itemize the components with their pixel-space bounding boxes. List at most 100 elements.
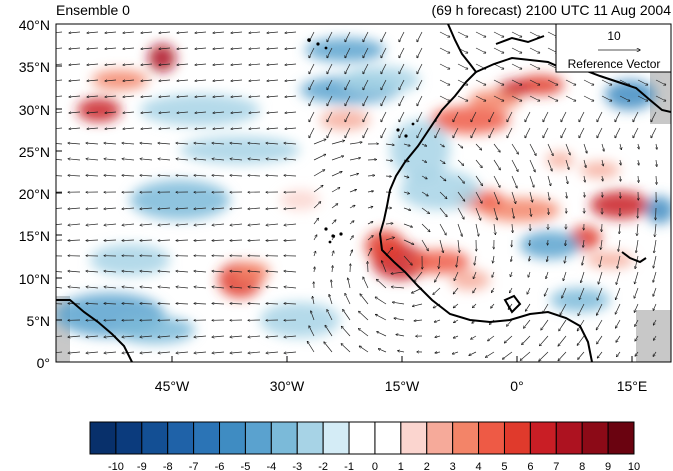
wind-vector — [285, 48, 297, 49]
wind-vector — [231, 32, 243, 33]
wind-vector — [105, 32, 117, 33]
colorbar-box — [219, 421, 246, 455]
wind-vector — [331, 204, 338, 209]
anomaly-shading — [56, 38, 671, 344]
wind-vector — [399, 111, 405, 122]
wind-vector — [489, 111, 495, 122]
anomaly-patch — [90, 244, 170, 276]
wind-vector — [493, 95, 504, 101]
wind-vector — [453, 335, 459, 338]
wind-vector — [86, 159, 99, 160]
lon-label: 45°W — [155, 378, 190, 394]
wind-vector — [511, 79, 522, 85]
colorbar-box — [115, 421, 143, 455]
wind-vector — [433, 287, 441, 295]
wind-vector — [582, 255, 585, 265]
wind-vector — [530, 207, 531, 216]
wind-vector — [457, 191, 465, 201]
lon-label: 15°W — [385, 378, 420, 394]
wind-vector — [104, 208, 117, 209]
wind-vector — [195, 96, 207, 97]
wind-vector — [378, 349, 387, 353]
wind-vector — [159, 80, 171, 81]
wind-vector — [493, 47, 504, 53]
wind-vector — [527, 287, 531, 294]
lat-label: 5°N — [27, 313, 51, 329]
wind-vector — [140, 240, 153, 241]
wind-vector — [267, 112, 279, 113]
anomaly-patch — [400, 170, 480, 210]
wind-vector — [177, 128, 189, 129]
colorbar-label: 1 — [398, 461, 404, 471]
wind-vector — [596, 319, 603, 330]
colorbar-label: -8 — [163, 461, 173, 471]
wind-vector — [385, 144, 394, 145]
wind-vector — [123, 48, 135, 49]
wind-vector — [367, 222, 373, 225]
colorbar-label: -1 — [344, 461, 354, 471]
colorbar-box — [374, 421, 402, 455]
colorbar-label: 3 — [450, 461, 456, 471]
lon-label: 0° — [510, 378, 523, 394]
colorbar-box — [167, 421, 195, 455]
wind-vector — [195, 32, 207, 33]
wind-vector — [56, 271, 63, 273]
wind-vector — [600, 255, 603, 267]
wind-vector — [403, 223, 412, 227]
wind-vector — [636, 239, 639, 253]
wind-vector — [266, 208, 279, 209]
wind-vector — [392, 302, 405, 305]
wind-vector — [230, 240, 243, 241]
wind-vector — [285, 112, 297, 113]
wind-vector — [122, 271, 135, 272]
wind-vector — [105, 112, 117, 113]
wind-vector — [87, 96, 99, 97]
wind-vector — [327, 79, 333, 90]
wind-vector — [385, 237, 394, 241]
wind-vector — [248, 175, 261, 176]
wind-vector — [385, 223, 393, 224]
wind-vector — [123, 112, 135, 113]
wind-vector — [313, 235, 317, 241]
wind-vector — [345, 31, 351, 42]
wind-vector — [213, 48, 225, 49]
wind-vector — [313, 185, 323, 193]
wind-vector — [654, 239, 657, 253]
wind-vector — [284, 208, 297, 209]
wind-vector — [421, 239, 428, 251]
wind-vector — [367, 160, 377, 161]
wind-vector — [69, 96, 81, 97]
wind-vector — [87, 112, 99, 113]
wind-vector — [122, 240, 135, 241]
wind-vector — [403, 207, 411, 210]
wind-vector — [230, 159, 243, 160]
wind-vector — [457, 31, 468, 37]
wind-vector — [473, 271, 477, 279]
wind-vector — [439, 207, 447, 217]
wind-vector — [653, 303, 657, 310]
wind-vector — [403, 192, 409, 194]
lat-label: 40°N — [19, 17, 50, 33]
wind-vector — [457, 79, 468, 85]
anomaly-patch — [77, 98, 121, 122]
wind-vector — [417, 63, 423, 74]
wind-vector — [616, 319, 621, 328]
lon-label: 15°E — [617, 378, 648, 394]
wind-vector — [633, 127, 639, 138]
wind-vector — [331, 156, 344, 161]
wind-vector — [177, 32, 189, 33]
wind-vector — [417, 79, 423, 90]
wind-vector — [267, 64, 279, 65]
colorbar-box — [581, 421, 609, 455]
wind-vector — [176, 175, 189, 176]
wind-vector — [267, 128, 279, 129]
wind-vector — [312, 296, 315, 305]
wind-vector — [212, 271, 225, 272]
wind-vector — [327, 127, 333, 138]
wind-vector — [601, 79, 612, 85]
wind-vector — [177, 48, 189, 49]
wind-vector — [577, 335, 585, 345]
wind-vector — [511, 63, 522, 69]
wind-vector — [249, 64, 261, 65]
wind-vector — [349, 174, 358, 177]
